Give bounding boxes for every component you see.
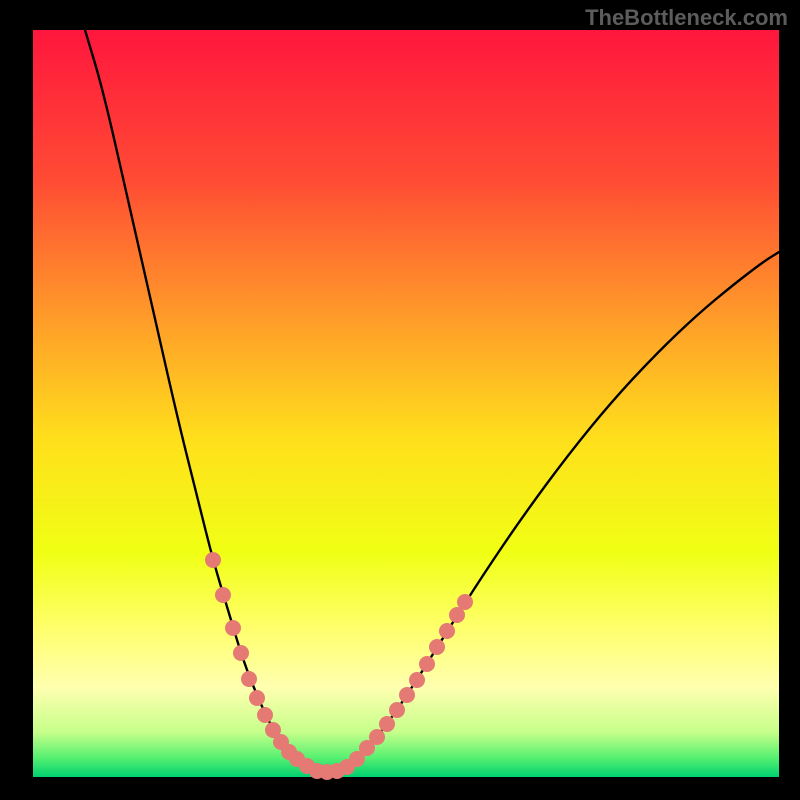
data-marker bbox=[215, 587, 231, 603]
data-marker bbox=[399, 687, 415, 703]
data-marker bbox=[429, 639, 445, 655]
data-marker bbox=[257, 707, 273, 723]
data-marker bbox=[439, 623, 455, 639]
data-marker bbox=[233, 645, 249, 661]
data-marker bbox=[389, 702, 405, 718]
data-marker bbox=[457, 594, 473, 610]
markers-layer bbox=[33, 30, 779, 777]
data-marker bbox=[241, 671, 257, 687]
data-marker bbox=[369, 729, 385, 745]
data-marker bbox=[379, 716, 395, 732]
watermark-text: TheBottleneck.com bbox=[585, 5, 788, 31]
data-marker bbox=[225, 620, 241, 636]
data-marker bbox=[205, 552, 221, 568]
data-marker bbox=[409, 672, 425, 688]
data-marker bbox=[249, 690, 265, 706]
data-marker bbox=[419, 656, 435, 672]
